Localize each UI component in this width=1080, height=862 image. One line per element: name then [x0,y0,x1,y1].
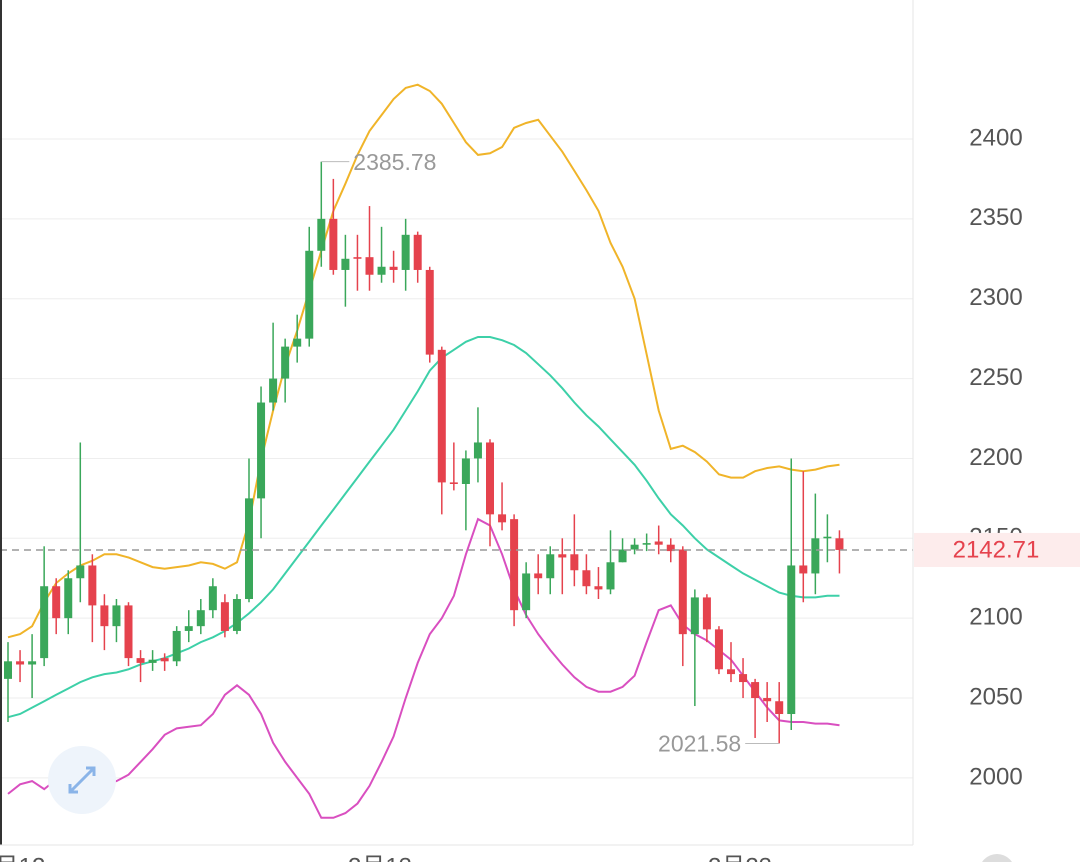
candle-body [341,258,350,270]
candle-body [751,682,760,699]
candle-body [727,669,735,675]
candle-body [184,626,193,631]
candle-body [88,565,97,606]
candle-body [4,661,12,679]
candle-body [630,544,639,550]
overlay: 2385.78 2021.58 2142.71 [0,149,1080,757]
min-annotation: 2021.58 [658,731,741,757]
candle-body [642,543,651,545]
candle-body [799,565,808,574]
candle-body [220,602,229,631]
y-tick-label: 2400 [969,124,1022,151]
candle-body [473,442,482,459]
x-tick-label: 月12 [0,853,45,862]
candle-body [558,554,567,558]
candle-body [64,578,73,619]
candle-body [353,257,362,259]
candle-body [678,549,687,635]
candle-body [570,554,579,571]
candle-body [232,599,241,631]
candle-body [449,482,458,484]
scroll-button[interactable] [979,854,1015,862]
y-tick-label: 2350 [969,204,1022,231]
candle-body [257,402,266,499]
candle-body [389,266,398,270]
candle-body [76,565,85,579]
y-tick-label: 2050 [969,683,1022,710]
y-tick-label: 2000 [969,763,1022,790]
candle-body [811,538,820,574]
y-tick-label: 2300 [969,284,1022,311]
candle-body [245,498,253,600]
candle-body [413,234,422,270]
candle-body [281,346,290,379]
candle-body [618,549,627,563]
band-line [7,517,840,819]
candles [4,161,844,744]
y-tick-label: 2200 [969,444,1022,471]
candle-body [763,698,772,702]
candle-body [377,266,386,275]
candle-body [510,519,519,611]
x-tick-label: 2月23 [708,853,772,862]
candle-body [100,605,109,627]
candle-body [317,218,326,251]
max-annotation: 2385.78 [353,149,436,175]
candle-body [534,573,543,579]
candle-body [787,565,796,715]
candle-body [437,349,446,483]
candle-body [666,544,675,552]
candle-body [594,586,603,590]
zoom-icon [68,766,96,794]
band-line [7,336,840,719]
candle-body [606,562,615,590]
candle-body [498,514,507,523]
candle-body [823,536,832,539]
candle-body [136,658,145,663]
candle-body [702,597,711,630]
candle-body [52,586,61,619]
y-tick-label: 2250 [969,364,1022,391]
candle-body [654,541,663,545]
candle-body [401,234,410,270]
candle-body [690,597,699,635]
candle-body [172,630,181,662]
candle-body [305,250,314,339]
candle-body [293,338,302,347]
candle-body [40,586,49,659]
candle-body [835,538,844,550]
zoom-button[interactable] [48,746,116,814]
y-tick-label: 2100 [969,604,1022,631]
last-price-label: 2142.71 [953,536,1040,563]
band-line [7,83,840,639]
candle-body [112,605,121,627]
x-tick-label: 2月13 [348,853,412,862]
candle-body [196,610,205,627]
last-price-box [914,532,1080,567]
bands [7,83,840,819]
candle-body [148,659,157,663]
candle-body [28,661,37,665]
candle-body [16,661,25,665]
candle-body [714,629,723,670]
candle-body [522,573,531,611]
candle-body [739,674,748,683]
candle-body [461,458,470,484]
candle-body [160,658,169,662]
candle-body [775,701,784,715]
candle-body [486,442,494,515]
candle-body [425,269,434,355]
candle-body [582,570,591,587]
candle-body [269,378,278,403]
candle-body [124,605,133,659]
candle-body [546,554,555,579]
candle-body [365,257,374,275]
candle-body [208,586,217,611]
candle-body [329,218,338,270]
